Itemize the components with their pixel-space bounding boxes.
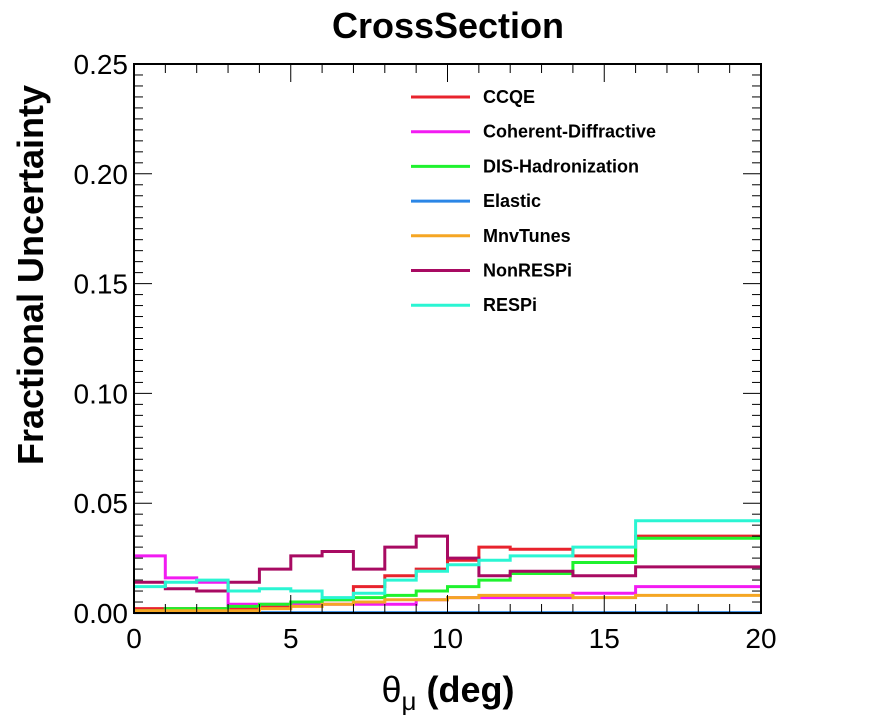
x-tick-label: 20: [745, 623, 776, 654]
y-tick-label: 0.00: [74, 598, 129, 629]
legend-label-elastic: Elastic: [483, 191, 541, 211]
legend-label-respi: RESPi: [483, 295, 537, 315]
x-axis-label: θμ (deg): [382, 669, 515, 716]
x-tick-label: 5: [283, 623, 299, 654]
x-tick-label: 15: [589, 623, 620, 654]
axis-tick-labels: 0 5 10 15 20 0.00 0.05 0.10 0.15 0.20 0.25: [74, 49, 777, 654]
legend-label-mnvtunes: MnvTunes: [483, 226, 571, 246]
axis-ticks: [133, 63, 762, 614]
series-line-respi: [134, 519, 761, 600]
legend-label-dis-hadronization: DIS-Hadronization: [483, 156, 639, 176]
x-tick-label: 10: [432, 623, 463, 654]
legend-label-coherent-diffractive: Coherent-Diffractive: [483, 122, 656, 142]
series-line-nonrespi: [134, 534, 761, 593]
legend-label-ccqe: CCQE: [483, 87, 535, 107]
y-tick-label: 0.25: [74, 49, 129, 80]
y-tick-label: 0.20: [74, 159, 129, 190]
y-tick-label: 0.05: [74, 488, 129, 519]
y-tick-label: 0.10: [74, 378, 129, 409]
x-axis-label-subscript: μ: [402, 686, 417, 716]
chart-title: CrossSection: [332, 5, 564, 46]
x-axis-label-symbol: θ: [382, 669, 402, 710]
legend-label-nonrespi: NonRESPi: [483, 261, 572, 281]
legend: CCQE Coherent-Diffractive DIS-Hadronizatio…: [411, 87, 656, 315]
y-axis-label: Fractional Uncertainty: [10, 85, 51, 465]
y-tick-label: 0.15: [74, 269, 129, 300]
x-axis-label-unit: (deg): [417, 669, 515, 710]
x-tick-label: 0: [126, 623, 142, 654]
